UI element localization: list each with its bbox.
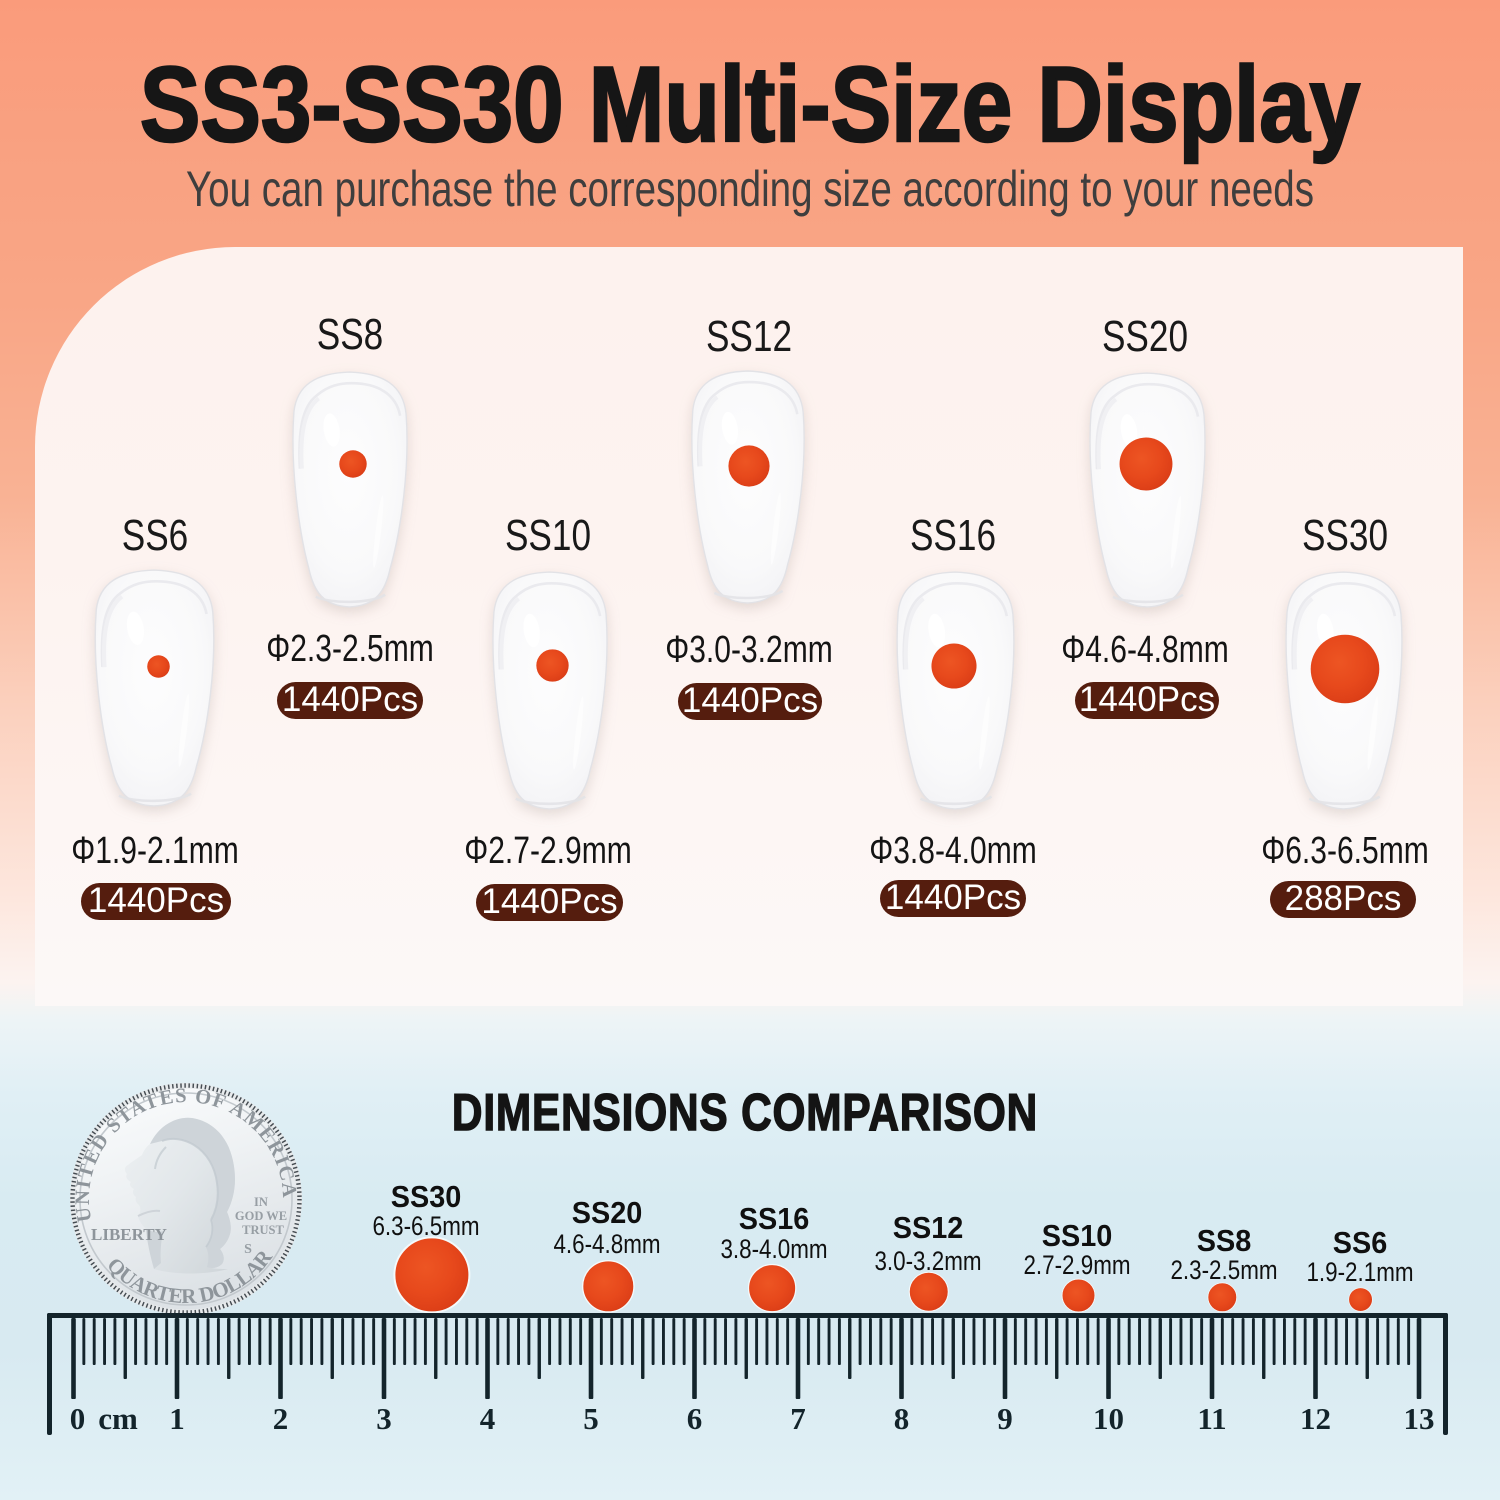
svg-text:TRUST: TRUST: [242, 1223, 284, 1237]
svg-text:0: 0: [70, 1401, 86, 1436]
svg-text:10: 10: [1093, 1401, 1124, 1436]
svg-text:cm: cm: [98, 1401, 138, 1436]
svg-text:LIBERTY: LIBERTY: [91, 1225, 167, 1244]
svg-text:8: 8: [894, 1401, 910, 1436]
svg-text:IN: IN: [254, 1195, 268, 1209]
svg-text:S: S: [244, 1242, 252, 1257]
svg-text:2: 2: [273, 1401, 289, 1436]
svg-text:1: 1: [169, 1401, 185, 1436]
svg-text:11: 11: [1197, 1401, 1226, 1436]
svg-text:4: 4: [480, 1401, 496, 1436]
svg-text:3: 3: [376, 1401, 392, 1436]
svg-text:13: 13: [1404, 1401, 1435, 1436]
svg-text:6: 6: [687, 1401, 703, 1436]
svg-text:GOD WE: GOD WE: [235, 1209, 287, 1223]
svg-text:5: 5: [583, 1401, 599, 1436]
svg-text:7: 7: [790, 1401, 806, 1436]
svg-text:9: 9: [997, 1401, 1013, 1436]
svg-text:12: 12: [1300, 1401, 1331, 1436]
